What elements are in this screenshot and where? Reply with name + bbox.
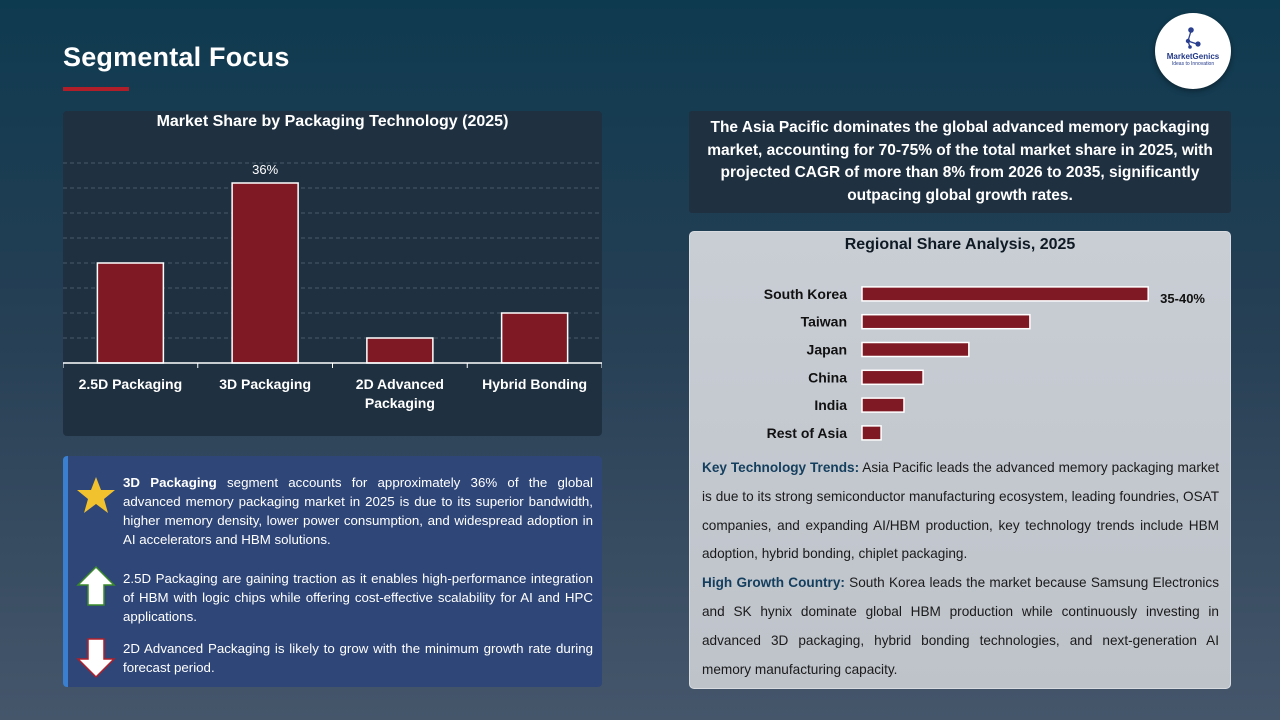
page-title: Segmental Focus <box>63 42 290 72</box>
bar <box>96 262 165 364</box>
x-tick-label: 3D Packaging <box>219 376 311 392</box>
bar <box>231 182 299 364</box>
country-label: High Growth Country: <box>702 575 845 591</box>
packaging-chart-title: Market Share by Packaging Technology (20… <box>156 113 509 130</box>
country-text: South Korea leads the market because Sam… <box>702 575 1219 677</box>
x-tick-label: Hybrid Bonding <box>482 376 587 392</box>
bullet-text: 2D Advanced Packaging is likely to grow … <box>123 639 593 677</box>
trends-label: Key Technology Trends: <box>702 460 860 475</box>
y-tick-label: South Korea <box>764 286 847 302</box>
bar <box>861 369 924 386</box>
packaging-bar-chart: 2.5D Packaging 36% 3D Packaging 2D Advanced… <box>63 162 602 411</box>
data-label: 35-40% <box>1160 291 1205 306</box>
bar <box>500 312 569 364</box>
y-tick-label: India <box>814 397 847 413</box>
regional-chart-title: Regional Share Analysis, 2025 <box>844 236 1076 253</box>
molecule-icon <box>1185 27 1201 49</box>
y-tick-label: Japan <box>807 342 847 358</box>
regional-notes: Key Technology Trends: Asia Pacific lead… <box>702 454 1219 684</box>
star-icon <box>77 477 115 513</box>
trends-text: Asia Pacific leads the advanced memory p… <box>702 460 1219 562</box>
bar <box>861 313 1031 330</box>
bullet-body: 2D Advanced Packaging is likely to grow … <box>123 641 593 675</box>
x-tick-label: Packaging <box>365 395 435 411</box>
bullet-text: 2.5D Packaging are gaining traction as i… <box>123 569 593 626</box>
arrow-up-icon <box>76 565 116 606</box>
arrow-down-icon <box>76 638 116 679</box>
bar <box>861 397 905 413</box>
data-label: 36% <box>252 162 278 177</box>
insights-panel: 3D Packaging segment accounts for approx… <box>63 456 602 687</box>
y-tick-label: Taiwan <box>801 314 847 330</box>
regional-bar-chart: South Korea 35-40% Taiwan Japan China India Re… <box>764 286 1206 441</box>
bar <box>366 337 434 364</box>
title-underline <box>63 87 129 91</box>
bar <box>861 341 970 358</box>
bullet-body: 2.5D Packaging are gaining traction as i… <box>123 571 593 624</box>
bar <box>861 425 882 441</box>
y-tick-label: China <box>808 369 847 385</box>
logo-name: MarketGenics <box>1166 52 1220 61</box>
x-tick-label: 2D Advanced <box>356 376 444 392</box>
bullet-bold: 3D Packaging <box>123 475 217 490</box>
asia-pacific-summary: The Asia Pacific dominates the global ad… <box>689 111 1231 213</box>
packaging-chart-panel: Market Share by Packaging Technology (20… <box>63 111 602 436</box>
y-tick-label: Rest of Asia <box>767 425 848 441</box>
bar <box>861 286 1149 302</box>
marketgenics-logo: MarketGenics Ideas to Innovation <box>1155 13 1231 89</box>
x-tick-label: 2.5D Packaging <box>79 376 183 392</box>
logo-tagline: Ideas to Innovation <box>1171 61 1215 67</box>
regional-share-panel: Regional Share Analysis, 2025 South Kore… <box>689 231 1231 689</box>
bullet-body: segment accounts for approximately 36% o… <box>123 475 593 547</box>
bullet-text: 3D Packaging segment accounts for approx… <box>123 473 593 549</box>
